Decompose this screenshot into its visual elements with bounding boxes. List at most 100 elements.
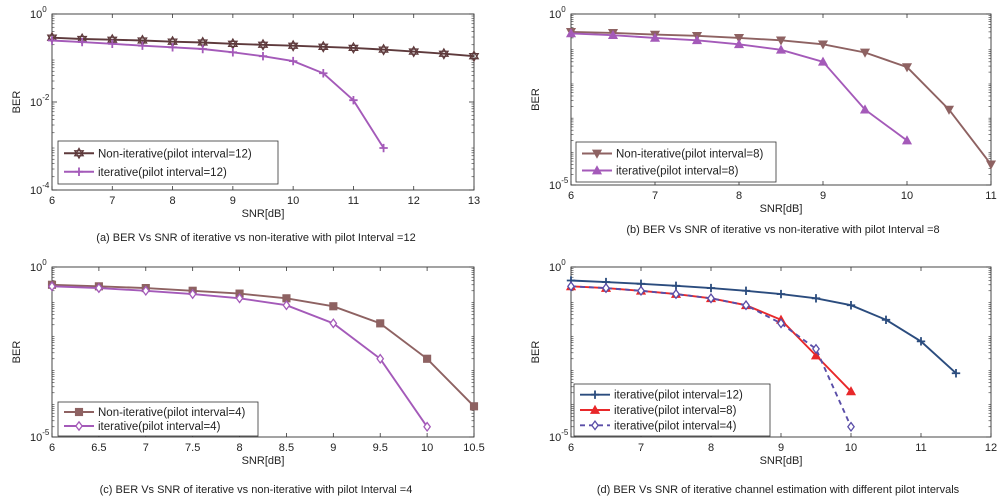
y-tick-exponent: -4 [42,181,50,190]
x-axis-label: SNR[dB] [760,203,803,215]
y-tick-label: 10-5 [30,428,50,444]
x-tick-label: 11 [915,442,926,454]
x-tick-label: 8 [736,190,742,202]
data-point [108,39,117,49]
data-point [235,293,244,304]
series-line [570,285,852,428]
y-tick-label: 100 [549,5,566,21]
y-tick-base: 10 [549,432,561,444]
y-tick-base: 10 [30,97,42,109]
x-tick-label: 8 [170,195,176,207]
legend-entry: iterative(pilot interval=4) [98,421,221,433]
x-tick-label: 6 [49,195,55,207]
y-tick-label: 10-5 [549,428,569,444]
data-point [565,28,577,38]
data-point [811,294,821,303]
y-tick-base: 10 [30,262,42,274]
data-point [951,369,961,378]
x-axis-label: SNR[dB] [242,208,285,220]
y-tick-base: 10 [549,180,561,192]
legend-box [575,141,777,183]
legend: Non-iterative(pilot interval=8) iterative… [575,141,777,183]
legend-marker [591,165,603,175]
data-point [77,37,87,47]
legend: iterative(pilot interval=12) iterative(pi… [573,383,771,437]
x-tick-label: 6 [568,442,574,454]
data-point [258,51,268,61]
data-point [319,69,328,78]
x-tick-label: 6 [568,190,574,202]
data-point [776,289,786,299]
data-point [227,37,239,50]
x-tick-label: 8 [708,442,714,454]
data-point [859,104,871,114]
data-point [916,337,926,346]
legend-entry: iterative(pilot interval=8) [616,166,739,178]
data-point [901,63,913,73]
y-tick-exponent: -5 [561,428,569,437]
x-tick-label: 10 [845,442,857,454]
x-axis-label: SNR[dB] [242,455,285,467]
data-point [742,299,750,311]
legend-marker [74,407,84,417]
series-line [51,283,475,407]
x-tick-label: 11 [348,195,359,207]
data-point [379,143,388,153]
legend-marker [75,420,83,432]
data-point [691,35,703,45]
series-line [51,39,385,149]
y-tick-exponent: 0 [42,258,47,267]
data-point [602,282,610,294]
legend-marker [591,420,599,431]
y-tick-label: 10-2 [30,93,50,109]
legend-box [57,401,259,437]
data-point [317,40,329,53]
x-axis-label: SNR[dB] [760,455,803,467]
data-point [257,38,269,51]
x-tick-label: 9 [330,442,336,454]
x-tick-label: 13 [468,195,480,207]
axes-box [51,13,475,191]
x-tick-label: 8.5 [279,442,294,454]
data-point [649,32,661,42]
data-point [349,95,358,105]
data-point [168,43,177,52]
chart-panel-3: 6 6.5 7 7.5 8 8.5 9 9.5 10 10.510010-5Non-iterati… [11,258,485,496]
data-point [423,421,432,433]
data-point [671,281,681,290]
x-tick-label: 6.5 [91,442,106,454]
data-point [706,283,716,293]
data-point [138,41,147,50]
y-tick-base: 10 [549,262,561,274]
x-tick-label: 7 [652,190,658,202]
data-point [817,40,829,50]
data-point [775,44,787,54]
data-point [881,315,891,324]
x-tick-label: 9 [230,195,236,207]
x-tick-label: 9 [820,190,826,202]
y-tick-exponent: -5 [42,428,50,437]
data-point [198,44,207,54]
legend-marker [73,147,85,160]
data-point [47,36,57,45]
data-point [859,48,871,58]
data-point [707,293,715,304]
legend-box [57,140,279,185]
legend-marker [591,149,603,159]
x-tick-label: 8 [236,442,242,454]
data-point [733,39,745,49]
panel-caption: (d) BER Vs SNR of iterative channel esti… [597,484,960,496]
x-tick-label: 7 [143,442,149,454]
y-tick-base: 10 [549,9,561,21]
chart-panel-1: 6 7 8 9 10 11 12 1310010-210-4Non-iterative(pil… [11,5,480,244]
x-tick-label: 12 [985,442,997,454]
y-axis-label: BER [530,88,542,111]
y-tick-base: 10 [30,9,42,21]
data-point [741,286,751,295]
legend-marker [590,390,600,399]
y-tick-label: 100 [30,258,47,274]
axes-box [570,13,992,186]
axes-box [51,266,475,438]
data-point [438,47,450,60]
legend-entry: Non-iterative(pilot interval=4) [98,407,245,419]
